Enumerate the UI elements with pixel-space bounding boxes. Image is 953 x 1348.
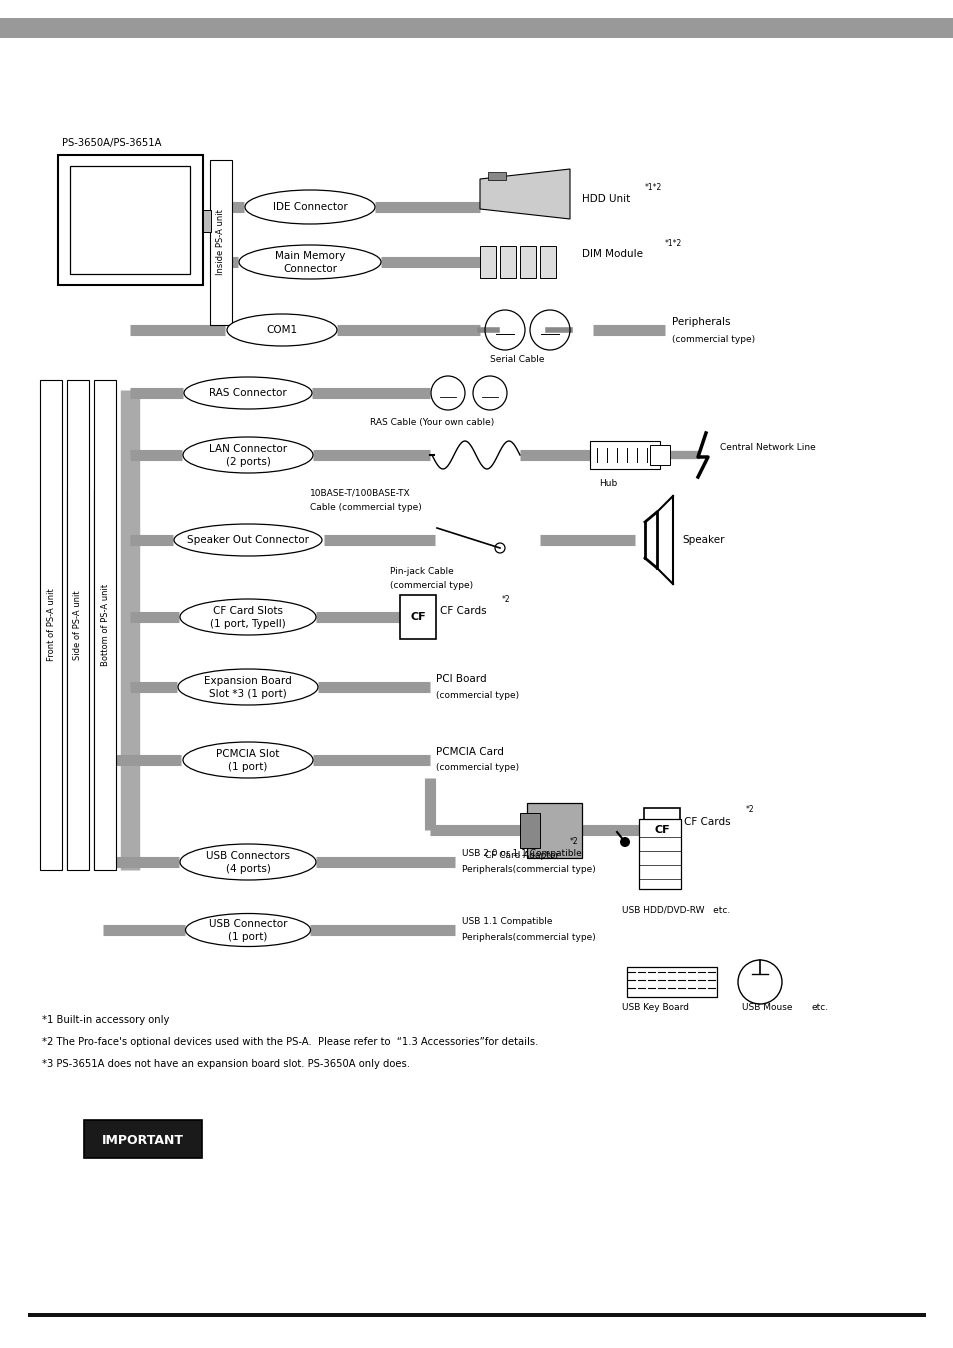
Ellipse shape — [184, 377, 312, 408]
Text: (4 ports): (4 ports) — [225, 864, 270, 874]
Text: (commercial type): (commercial type) — [671, 334, 755, 344]
Text: IMPORTANT: IMPORTANT — [102, 1134, 184, 1147]
Text: Peripherals(commercial type): Peripherals(commercial type) — [461, 934, 595, 942]
Text: USB Key Board: USB Key Board — [621, 1003, 688, 1012]
Text: (commercial type): (commercial type) — [436, 763, 518, 772]
Text: LAN Connector: LAN Connector — [209, 443, 287, 454]
Bar — [519, 245, 536, 278]
Bar — [40, 380, 62, 869]
Bar — [203, 210, 211, 232]
Bar — [84, 1120, 202, 1158]
Ellipse shape — [180, 844, 315, 880]
Text: CF Card Adaptor: CF Card Adaptor — [484, 851, 558, 860]
Ellipse shape — [227, 314, 336, 346]
Bar — [479, 245, 496, 278]
Text: Connector: Connector — [283, 264, 336, 274]
Bar — [488, 173, 505, 181]
Text: *1*2: *1*2 — [644, 182, 661, 191]
Bar — [67, 380, 89, 869]
Bar — [539, 245, 556, 278]
Ellipse shape — [245, 190, 375, 224]
Text: COM1: COM1 — [266, 325, 297, 336]
Bar — [639, 820, 680, 888]
Text: (2 ports): (2 ports) — [225, 457, 270, 466]
Text: etc.: etc. — [811, 1003, 828, 1012]
Ellipse shape — [183, 437, 313, 473]
Text: Cable (commercial type): Cable (commercial type) — [310, 503, 421, 511]
Text: Side of PS-A unit: Side of PS-A unit — [73, 590, 82, 659]
Text: (1 port): (1 port) — [228, 931, 268, 942]
Bar — [649, 445, 669, 465]
Bar — [643, 807, 679, 852]
Text: *2: *2 — [501, 594, 510, 604]
Bar — [58, 155, 203, 284]
Ellipse shape — [185, 914, 310, 946]
Text: Inside PS-A unit: Inside PS-A unit — [216, 209, 225, 275]
Bar — [210, 160, 232, 325]
Ellipse shape — [183, 741, 313, 778]
Bar — [28, 1313, 925, 1317]
Ellipse shape — [173, 524, 322, 555]
Text: *2: *2 — [745, 806, 754, 814]
Polygon shape — [479, 168, 569, 218]
Text: RAS Cable (Your own cable): RAS Cable (Your own cable) — [370, 418, 494, 427]
Bar — [70, 166, 190, 274]
Text: IDE Connector: IDE Connector — [273, 202, 347, 212]
Text: USB HDD/DVD-RW   etc.: USB HDD/DVD-RW etc. — [621, 906, 729, 914]
Text: HDD Unit: HDD Unit — [581, 194, 630, 204]
Text: Pin-jack Cable: Pin-jack Cable — [390, 568, 454, 577]
Text: Peripherals(commercial type): Peripherals(commercial type) — [461, 865, 595, 875]
Text: CF Cards: CF Cards — [439, 607, 486, 616]
Text: Central Network Line: Central Network Line — [720, 442, 815, 452]
Bar — [399, 594, 436, 639]
Bar — [527, 802, 582, 857]
Text: CF: CF — [410, 612, 425, 621]
Circle shape — [619, 837, 629, 847]
Text: Hub: Hub — [598, 479, 617, 488]
Text: *1*2: *1*2 — [664, 239, 681, 248]
Text: USB Mouse: USB Mouse — [741, 1003, 792, 1012]
Text: PCMCIA Card: PCMCIA Card — [436, 747, 503, 758]
Text: CF Cards: CF Cards — [683, 817, 730, 828]
Bar — [0, 18, 953, 38]
Text: *2 The Pro-face's optional devices used with the PS-A.  Please refer to  “1.3 Ac: *2 The Pro-face's optional devices used … — [42, 1037, 537, 1047]
Bar — [499, 245, 516, 278]
Text: PS-3650A/PS-3651A: PS-3650A/PS-3651A — [62, 137, 161, 148]
Text: USB 2.0 or 1.1 Compatible: USB 2.0 or 1.1 Compatible — [461, 849, 581, 859]
Text: Speaker: Speaker — [681, 535, 723, 545]
Text: (1 port, TypeII): (1 port, TypeII) — [210, 619, 286, 630]
Text: Bottom of PS-A unit: Bottom of PS-A unit — [100, 584, 110, 666]
Text: CF: CF — [654, 825, 669, 834]
Text: USB 1.1 Compatible: USB 1.1 Compatible — [461, 918, 552, 926]
Ellipse shape — [239, 245, 380, 279]
Text: Slot *3 (1 port): Slot *3 (1 port) — [209, 689, 287, 700]
Text: 10BASE-T/100BASE-TX: 10BASE-T/100BASE-TX — [310, 488, 410, 497]
Text: DIM Module: DIM Module — [581, 249, 642, 259]
Bar — [589, 441, 659, 469]
Text: USB Connector: USB Connector — [209, 919, 287, 929]
Ellipse shape — [180, 599, 315, 635]
Text: *1 Built-in accessory only: *1 Built-in accessory only — [42, 1015, 170, 1024]
Text: Expansion Board: Expansion Board — [204, 675, 292, 686]
Text: *2: *2 — [569, 837, 578, 847]
Bar — [94, 380, 116, 869]
Text: Speaker Out Connector: Speaker Out Connector — [187, 535, 309, 545]
Text: RAS Connector: RAS Connector — [209, 388, 287, 398]
Text: (1 port): (1 port) — [228, 762, 268, 772]
Bar — [519, 813, 539, 848]
Bar — [626, 967, 717, 998]
Text: *3 PS-3651A does not have an expansion board slot. PS-3650A only does.: *3 PS-3651A does not have an expansion b… — [42, 1060, 410, 1069]
Text: Main Memory: Main Memory — [274, 251, 345, 262]
Text: (commercial type): (commercial type) — [436, 690, 518, 700]
Text: PCI Board: PCI Board — [436, 674, 486, 683]
Ellipse shape — [178, 669, 317, 705]
Text: (commercial type): (commercial type) — [390, 581, 473, 590]
Text: Front of PS-A unit: Front of PS-A unit — [47, 589, 55, 662]
Text: Peripherals: Peripherals — [671, 317, 730, 328]
Text: USB Connectors: USB Connectors — [206, 851, 290, 861]
Text: Serial Cable: Serial Cable — [490, 356, 544, 364]
Text: CF Card Slots: CF Card Slots — [213, 607, 283, 616]
Text: PCMCIA Slot: PCMCIA Slot — [216, 749, 279, 759]
